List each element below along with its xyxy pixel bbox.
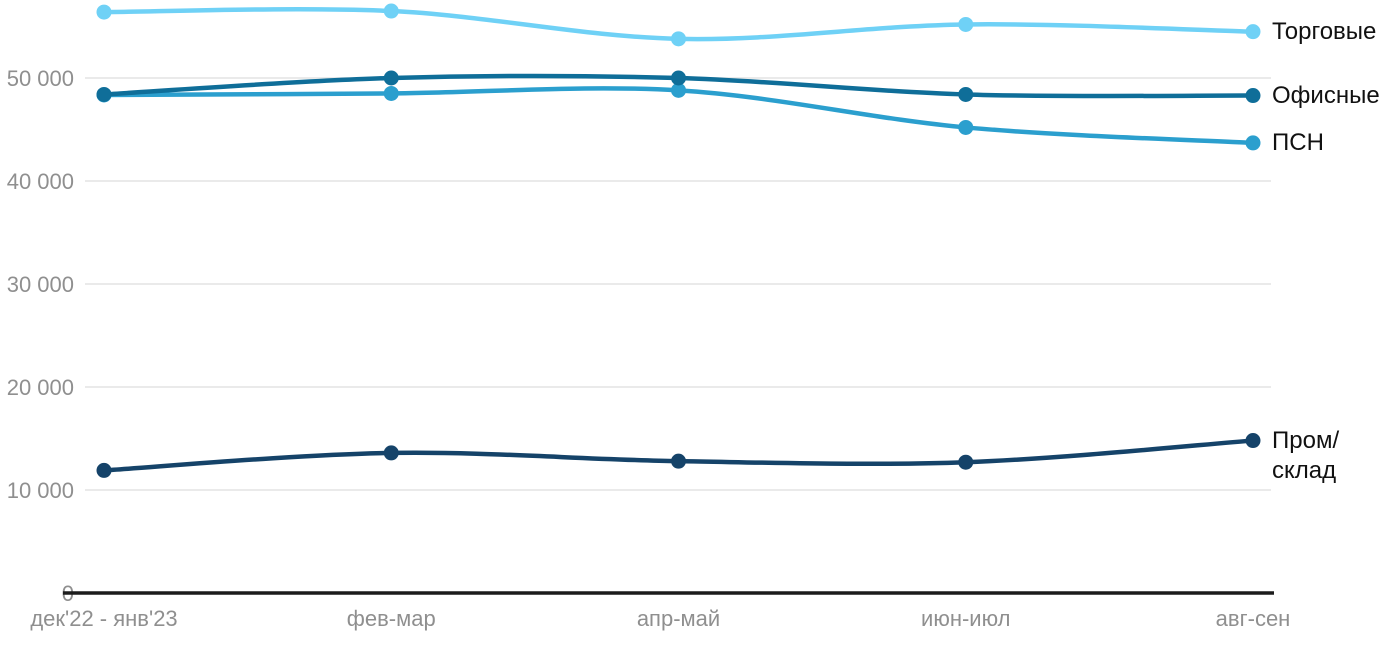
data-point-marker (1245, 433, 1261, 449)
x-tick-label: фев-мар (346, 606, 436, 631)
data-point-marker (383, 3, 399, 19)
data-point-marker (958, 16, 974, 32)
data-point-marker (96, 4, 112, 20)
data-point-marker (958, 86, 974, 102)
data-point-marker (383, 85, 399, 101)
legend-label-ofisnye: Офисные (1272, 81, 1380, 109)
y-axis-tick-label: 50 000 (7, 66, 74, 91)
data-point-marker (671, 70, 686, 86)
data-point-marker (383, 445, 399, 461)
y-axis-tick-label: 20 000 (7, 375, 74, 400)
x-tick-label: апр-май (636, 606, 721, 631)
legend-label-psn: ПСН (1272, 128, 1324, 156)
data-point-marker (96, 86, 112, 102)
x-tick-label: авг-сен (1215, 606, 1291, 631)
data-point-marker (671, 82, 686, 98)
y-axis-tick-label: 30 000 (7, 272, 74, 297)
data-point-marker (1245, 135, 1261, 151)
data-point-marker (958, 454, 974, 470)
x-tick-label: июн-июл (921, 606, 1011, 631)
x-tick-label: дек'22 - янв'23 (30, 606, 178, 631)
y-axis-tick-label: 40 000 (7, 169, 74, 194)
legend-label-torgovye: Торговые (1272, 17, 1377, 45)
data-point-marker (671, 453, 686, 469)
data-point-marker (1245, 24, 1261, 40)
data-point-marker (958, 119, 974, 135)
data-point-marker (671, 31, 686, 47)
data-point-marker (1245, 88, 1261, 104)
legend-label-prom-sklad: Пром/ склад (1272, 426, 1340, 484)
data-point-marker (96, 462, 112, 478)
y-axis-tick-label: 10 000 (7, 478, 74, 503)
data-point-marker (383, 70, 399, 86)
